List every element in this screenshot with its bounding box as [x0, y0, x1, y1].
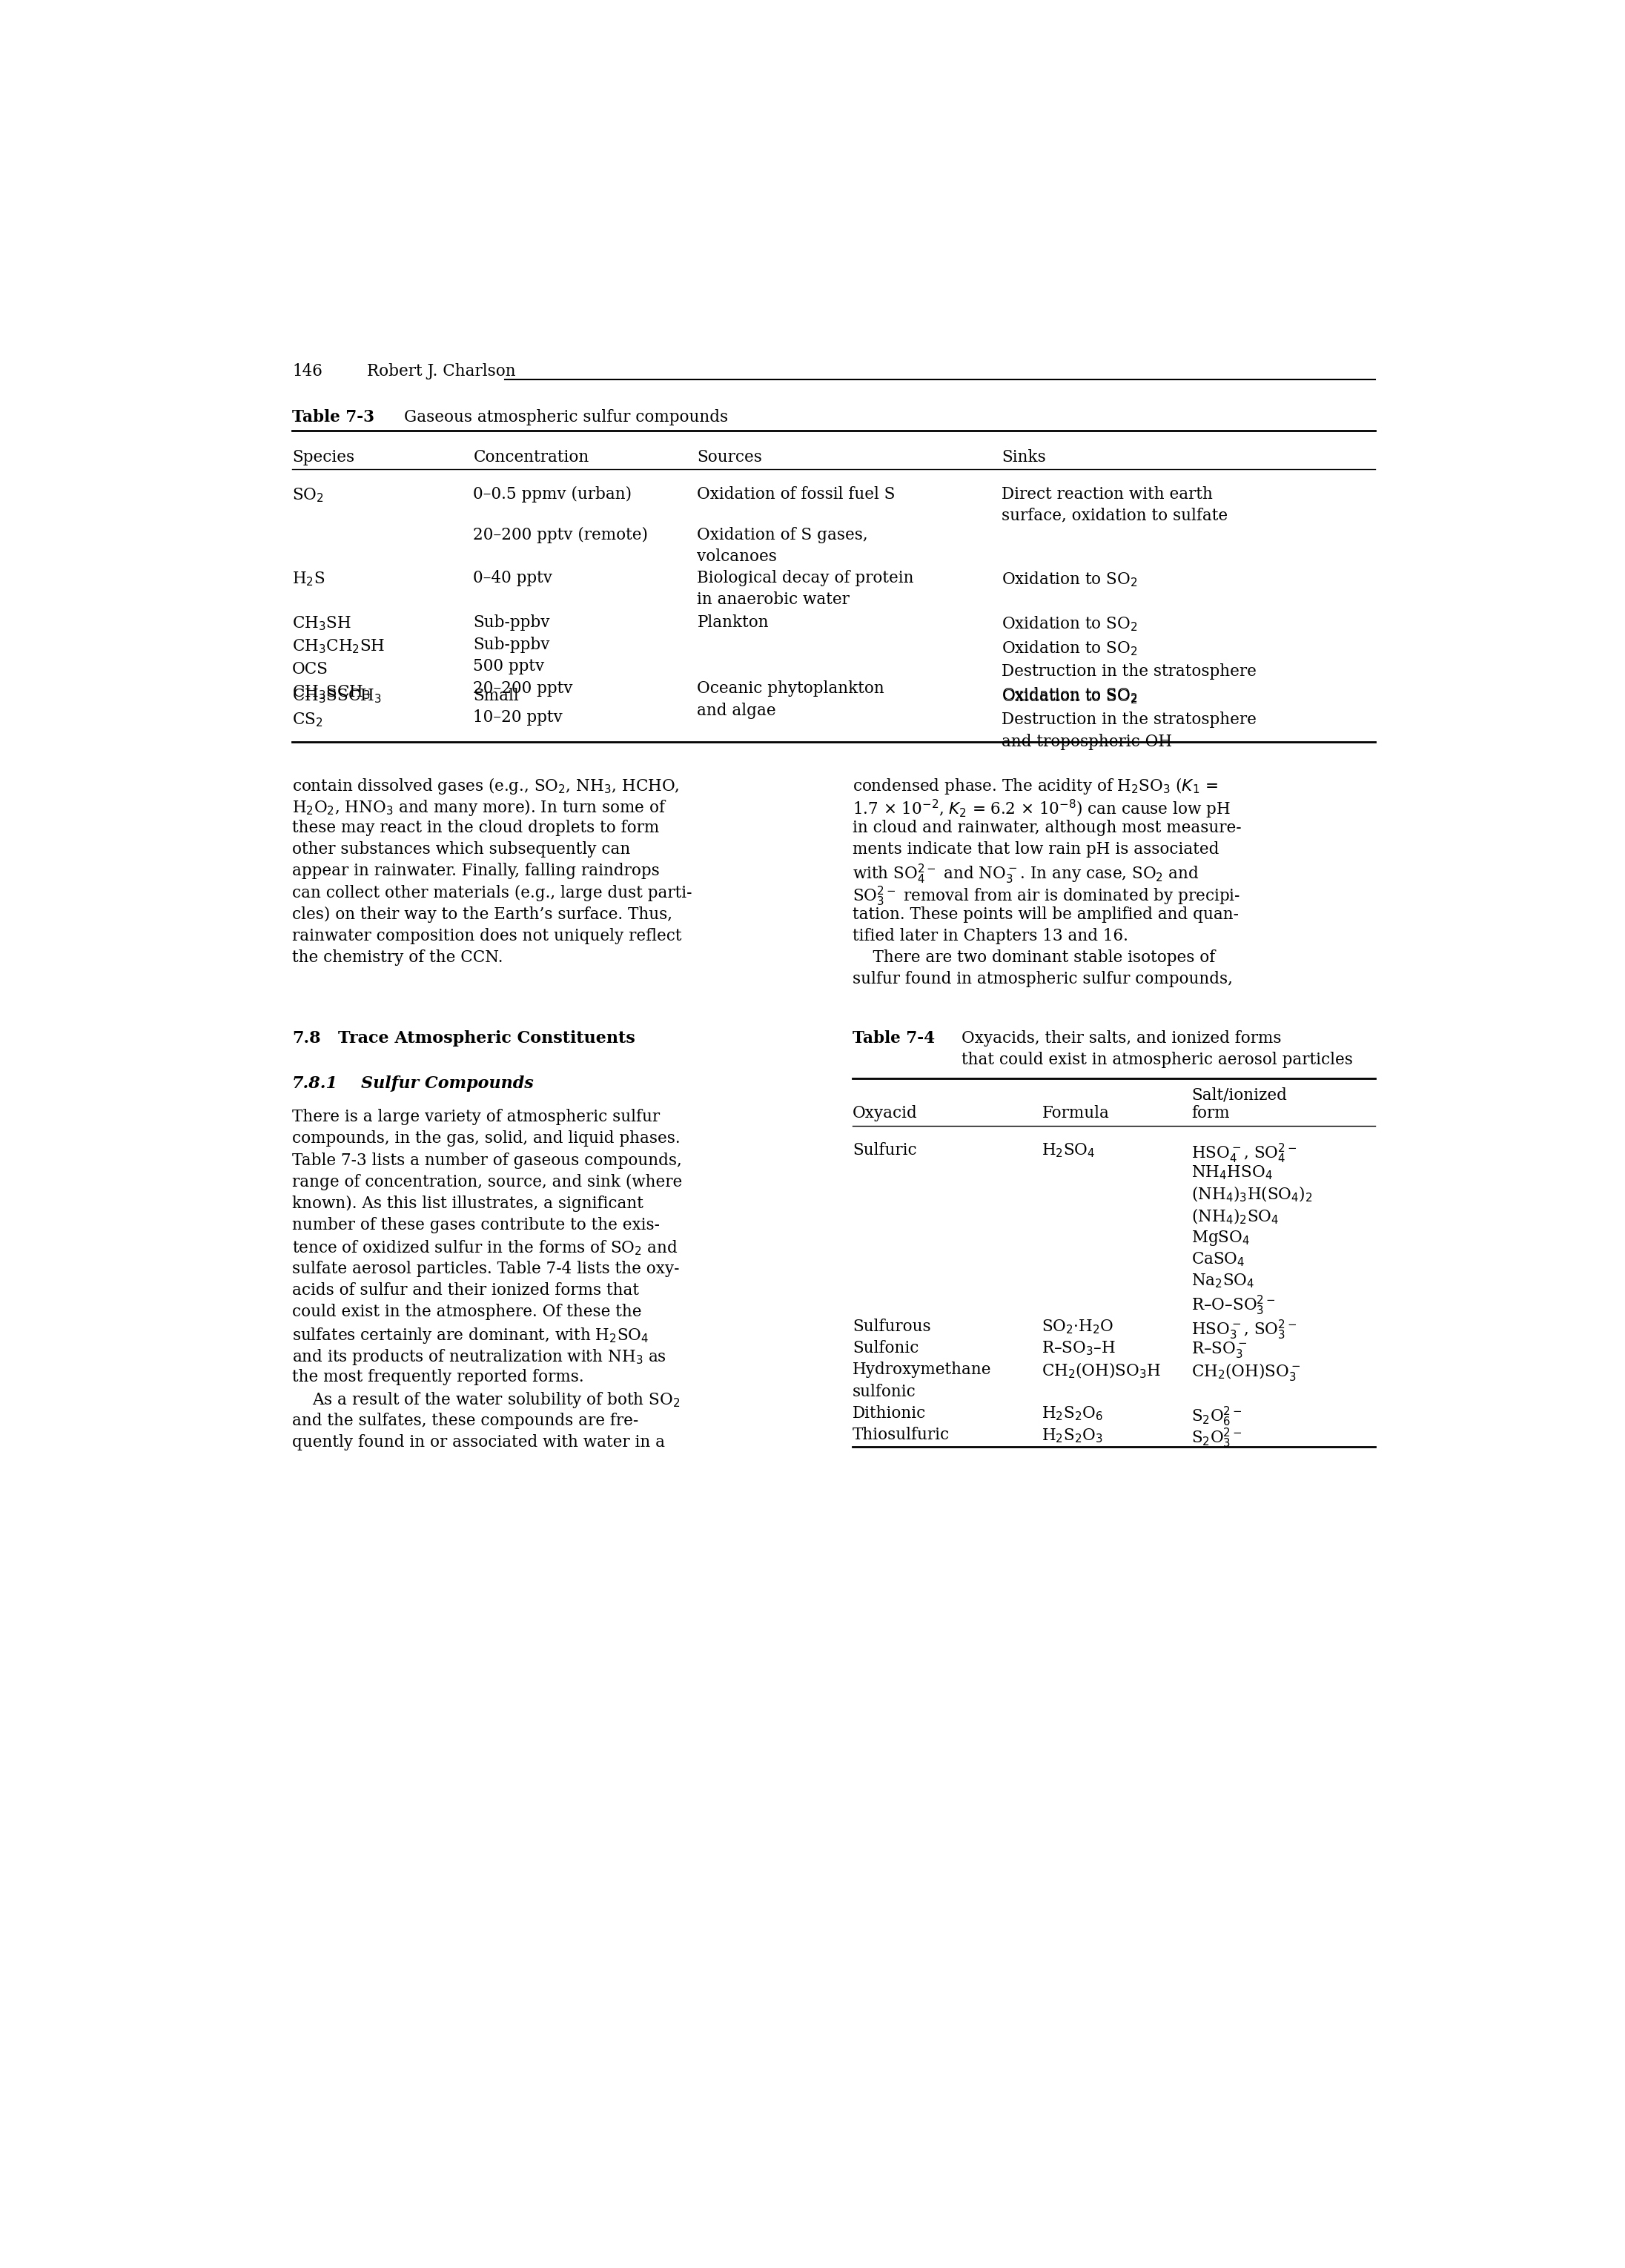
Text: H$_2$O$_2$, HNO$_3$ and many more). In turn some of: H$_2$O$_2$, HNO$_3$ and many more). In t… [292, 798, 666, 819]
Text: the chemistry of the CCN.: the chemistry of the CCN. [292, 950, 504, 966]
Text: tified later in Chapters 13 and 16.: tified later in Chapters 13 and 16. [853, 928, 1128, 943]
Text: HSO$_3^-$, SO$_3^{2-}$: HSO$_3^-$, SO$_3^{2-}$ [1191, 1318, 1297, 1340]
Text: form: form [1191, 1105, 1230, 1123]
Text: H$_2$S$_2$O$_3$: H$_2$S$_2$O$_3$ [1042, 1427, 1103, 1445]
Text: SO$_2$·H$_2$O: SO$_2$·H$_2$O [1042, 1318, 1115, 1336]
Text: Sinks: Sinks [1001, 449, 1046, 465]
Text: Oxidation to SO$_2$
Destruction in the stratosphere
and tropospheric OH: Oxidation to SO$_2$ Destruction in the s… [1001, 687, 1256, 751]
Text: could exist in the atmosphere. Of these the: could exist in the atmosphere. Of these … [292, 1304, 642, 1320]
Text: S$_2$O$_6^{2-}$: S$_2$O$_6^{2-}$ [1191, 1404, 1241, 1429]
Text: SO$_2$: SO$_2$ [292, 485, 323, 503]
Text: Formula: Formula [1042, 1105, 1110, 1123]
Text: Concentration: Concentration [473, 449, 588, 465]
Text: HSO$_4^-$, SO$_4^{2-}$: HSO$_4^-$, SO$_4^{2-}$ [1191, 1141, 1297, 1166]
Text: NH$_4$HSO$_4$: NH$_4$HSO$_4$ [1191, 1163, 1272, 1182]
Text: MgSO$_4$: MgSO$_4$ [1191, 1229, 1250, 1247]
Text: H$_2$S$_2$O$_6$: H$_2$S$_2$O$_6$ [1042, 1404, 1103, 1422]
Text: with SO$_4^{2-}$ and NO$_3^-$. In any case, SO$_2$ and: with SO$_4^{2-}$ and NO$_3^-$. In any ca… [853, 862, 1199, 887]
Text: Oxidation of fossil fuel S: Oxidation of fossil fuel S [697, 485, 895, 503]
Text: Table 7-3: Table 7-3 [292, 408, 374, 426]
Text: CaSO$_4$: CaSO$_4$ [1191, 1250, 1245, 1268]
Text: Table 7-4: Table 7-4 [853, 1030, 934, 1046]
Text: 0–0.5 ppmv (urban): 0–0.5 ppmv (urban) [473, 485, 632, 503]
Text: appear in rainwater. Finally, falling raindrops: appear in rainwater. Finally, falling ra… [292, 862, 660, 880]
Text: contain dissolved gases (e.g., SO$_2$, NH$_3$, HCHO,: contain dissolved gases (e.g., SO$_2$, N… [292, 776, 679, 796]
Text: (NH$_4$)$_3$H(SO$_4$)$_2$: (NH$_4$)$_3$H(SO$_4$)$_2$ [1191, 1186, 1313, 1204]
Text: 146: 146 [292, 363, 322, 379]
Text: number of these gases contribute to the exis-: number of these gases contribute to the … [292, 1218, 660, 1234]
Text: sulfate aerosol particles. Table 7-4 lists the oxy-: sulfate aerosol particles. Table 7-4 lis… [292, 1261, 679, 1277]
Text: can collect other materials (e.g., large dust parti-: can collect other materials (e.g., large… [292, 885, 692, 900]
Text: CH$_3$SH
CH$_3$CH$_2$SH
OCS
CH$_3$SCH$_3$: CH$_3$SH CH$_3$CH$_2$SH OCS CH$_3$SCH$_3… [292, 615, 385, 701]
Text: compounds, in the gas, solid, and liquid phases.: compounds, in the gas, solid, and liquid… [292, 1129, 681, 1148]
Text: Sulfur Compounds: Sulfur Compounds [361, 1075, 533, 1091]
Text: cles) on their way to the Earth’s surface. Thus,: cles) on their way to the Earth’s surfac… [292, 907, 673, 923]
Text: CH$_2$(OH)SO$_3$H: CH$_2$(OH)SO$_3$H [1042, 1361, 1162, 1381]
Text: Robert J. Charlson: Robert J. Charlson [367, 363, 515, 379]
Text: Species: Species [292, 449, 354, 465]
Text: Dithionic: Dithionic [853, 1404, 926, 1422]
Text: the most frequently reported forms.: the most frequently reported forms. [292, 1370, 583, 1386]
Text: Trace Atmospheric Constituents: Trace Atmospheric Constituents [338, 1030, 635, 1046]
Text: Oxyacids, their salts, and ionized forms: Oxyacids, their salts, and ionized forms [962, 1030, 1282, 1046]
Text: S$_2$O$_3^{2-}$: S$_2$O$_3^{2-}$ [1191, 1427, 1241, 1449]
Text: H$_2$S: H$_2$S [292, 569, 325, 587]
Text: that could exist in atmospheric aerosol particles: that could exist in atmospheric aerosol … [962, 1052, 1354, 1068]
Text: 7.8: 7.8 [292, 1030, 320, 1046]
Text: Sub-ppbv
Sub-ppbv
500 pptv
20–200 pptv: Sub-ppbv Sub-ppbv 500 pptv 20–200 pptv [473, 615, 574, 696]
Text: Biological decay of protein
in anaerobic water: Biological decay of protein in anaerobic… [697, 569, 913, 608]
Text: Sulfuric: Sulfuric [853, 1141, 916, 1159]
Text: quently found in or associated with water in a: quently found in or associated with wate… [292, 1433, 665, 1452]
Text: SO$_3^{2-}$ removal from air is dominated by precipi-: SO$_3^{2-}$ removal from air is dominate… [853, 885, 1240, 907]
Text: R–SO$_3^-$: R–SO$_3^-$ [1191, 1340, 1248, 1359]
Text: 20–200 pptv (remote): 20–200 pptv (remote) [473, 526, 648, 544]
Text: Thiosulfuric: Thiosulfuric [853, 1427, 949, 1442]
Text: Plankton


Oceanic phytoplankton
and algae: Plankton Oceanic phytoplankton and algae [697, 615, 884, 719]
Text: CH$_3$SSCH$_3$
CS$_2$: CH$_3$SSCH$_3$ CS$_2$ [292, 687, 382, 728]
Text: and its products of neutralization with NH$_3$ as: and its products of neutralization with … [292, 1347, 666, 1368]
Text: Small
10–20 pptv: Small 10–20 pptv [473, 687, 562, 726]
Text: As a result of the water solubility of both SO$_2$: As a result of the water solubility of b… [292, 1390, 681, 1411]
Text: (NH$_4$)$_2$SO$_4$: (NH$_4$)$_2$SO$_4$ [1191, 1207, 1279, 1225]
Text: Hydroxymethane
sulfonic: Hydroxymethane sulfonic [853, 1361, 991, 1399]
Text: Gaseous atmospheric sulfur compounds: Gaseous atmospheric sulfur compounds [405, 408, 728, 426]
Text: CH$_2$(OH)SO$_3^-$: CH$_2$(OH)SO$_3^-$ [1191, 1361, 1300, 1383]
Text: ments indicate that low rain pH is associated: ments indicate that low rain pH is assoc… [853, 841, 1219, 857]
Text: sulfates certainly are dominant, with H$_2$SO$_4$: sulfates certainly are dominant, with H$… [292, 1327, 648, 1345]
Text: 1.7 × 10$^{-2}$, $K_2$ = 6.2 × 10$^{-8}$) can cause low pH: 1.7 × 10$^{-2}$, $K_2$ = 6.2 × 10$^{-8}$… [853, 798, 1230, 821]
Text: sulfur found in atmospheric sulfur compounds,: sulfur found in atmospheric sulfur compo… [853, 971, 1232, 987]
Text: Oxyacid: Oxyacid [853, 1105, 918, 1123]
Text: Na$_2$SO$_4$: Na$_2$SO$_4$ [1191, 1272, 1254, 1290]
Text: rainwater composition does not uniquely reflect: rainwater composition does not uniquely … [292, 928, 682, 943]
Text: H$_2$SO$_4$: H$_2$SO$_4$ [1042, 1141, 1095, 1159]
Text: condensed phase. The acidity of H$_2$SO$_3$ ($K_1$ =: condensed phase. The acidity of H$_2$SO$… [853, 776, 1217, 796]
Text: tence of oxidized sulfur in the forms of SO$_2$ and: tence of oxidized sulfur in the forms of… [292, 1238, 678, 1256]
Text: Sulfonic: Sulfonic [853, 1340, 918, 1356]
Text: in cloud and rainwater, although most measure-: in cloud and rainwater, although most me… [853, 819, 1242, 837]
Text: Oxidation of S gases,
volcanoes: Oxidation of S gases, volcanoes [697, 526, 868, 565]
Text: Sulfurous: Sulfurous [853, 1318, 931, 1334]
Text: There are two dominant stable isotopes of: There are two dominant stable isotopes o… [853, 950, 1216, 966]
Text: acids of sulfur and their ionized forms that: acids of sulfur and their ionized forms … [292, 1281, 639, 1300]
Text: R–SO$_3$–H: R–SO$_3$–H [1042, 1340, 1116, 1359]
Text: and the sulfates, these compounds are fre-: and the sulfates, these compounds are fr… [292, 1413, 639, 1429]
Text: 0–40 pptv: 0–40 pptv [473, 569, 552, 587]
Text: Oxidation to SO$_2$
Oxidation to SO$_2$
Destruction in the stratosphere
Oxidatio: Oxidation to SO$_2$ Oxidation to SO$_2$ … [1001, 615, 1256, 703]
Text: tation. These points will be amplified and quan-: tation. These points will be amplified a… [853, 907, 1238, 923]
Text: There is a large variety of atmospheric sulfur: There is a large variety of atmospheric … [292, 1109, 660, 1125]
Text: 7.8.1: 7.8.1 [292, 1075, 338, 1091]
Text: these may react in the cloud droplets to form: these may react in the cloud droplets to… [292, 819, 660, 837]
Text: range of concentration, source, and sink (where: range of concentration, source, and sink… [292, 1175, 682, 1191]
Text: known). As this list illustrates, a significant: known). As this list illustrates, a sign… [292, 1195, 644, 1211]
Text: Direct reaction with earth
surface, oxidation to sulfate: Direct reaction with earth surface, oxid… [1001, 485, 1228, 524]
Text: R–O–SO$_3^{2-}$: R–O–SO$_3^{2-}$ [1191, 1293, 1276, 1318]
Text: Table 7-3 lists a number of gaseous compounds,: Table 7-3 lists a number of gaseous comp… [292, 1152, 682, 1168]
Text: Sources: Sources [697, 449, 762, 465]
Text: Oxidation to SO$_2$: Oxidation to SO$_2$ [1001, 569, 1137, 587]
Text: Salt/ionized: Salt/ionized [1191, 1086, 1287, 1105]
Text: other substances which subsequently can: other substances which subsequently can [292, 841, 630, 857]
